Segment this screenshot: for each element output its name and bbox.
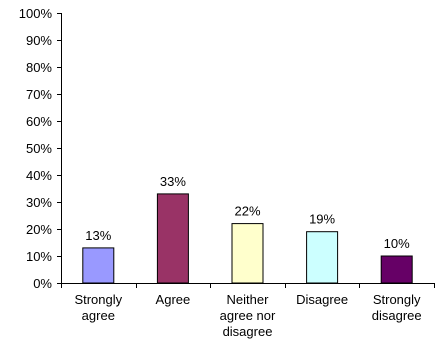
- category-label: Strongly: [74, 292, 122, 307]
- category-label: Disagree: [296, 292, 348, 307]
- category-label: Strongly: [373, 292, 421, 307]
- axes: 0% 10% 20% 30% 40% 50% 60% 70% 80% 90% 100%: [19, 6, 435, 291]
- bars: [82, 193, 413, 284]
- y-tick-label: 0%: [33, 276, 52, 291]
- bar-4: [380, 255, 413, 284]
- bar-3: [306, 231, 339, 284]
- y-tick-label: 90%: [26, 33, 52, 48]
- data-label-1: 33%: [160, 174, 186, 189]
- y-tick-label: 70%: [26, 87, 52, 102]
- data-label-2: 22%: [234, 204, 260, 219]
- y-tick-label: 40%: [26, 168, 52, 183]
- data-label-3: 19%: [309, 212, 335, 227]
- y-tick-label: 30%: [26, 195, 52, 210]
- data-label-4: 10%: [384, 236, 410, 251]
- y-tick-label: 80%: [26, 60, 52, 75]
- bar-0: [82, 247, 115, 284]
- data-label-0: 13%: [85, 228, 111, 243]
- y-tick-label: 100%: [19, 6, 53, 21]
- category-label: agree nor: [220, 308, 276, 323]
- category-label: Neither: [227, 292, 270, 307]
- category-label: Agree: [156, 292, 191, 307]
- category-label: disagree: [223, 324, 273, 339]
- labels: 13%Stronglyagree33%Agree22%Neitheragree …: [74, 174, 421, 339]
- bar-2: [231, 223, 264, 284]
- y-tick-label: 50%: [26, 141, 52, 156]
- category-label: agree: [82, 308, 115, 323]
- y-tick-label: 20%: [26, 222, 52, 237]
- category-label: disagree: [372, 308, 422, 323]
- y-tick-label: 10%: [26, 249, 52, 264]
- y-tick-label: 60%: [26, 114, 52, 129]
- bar-1: [156, 193, 189, 284]
